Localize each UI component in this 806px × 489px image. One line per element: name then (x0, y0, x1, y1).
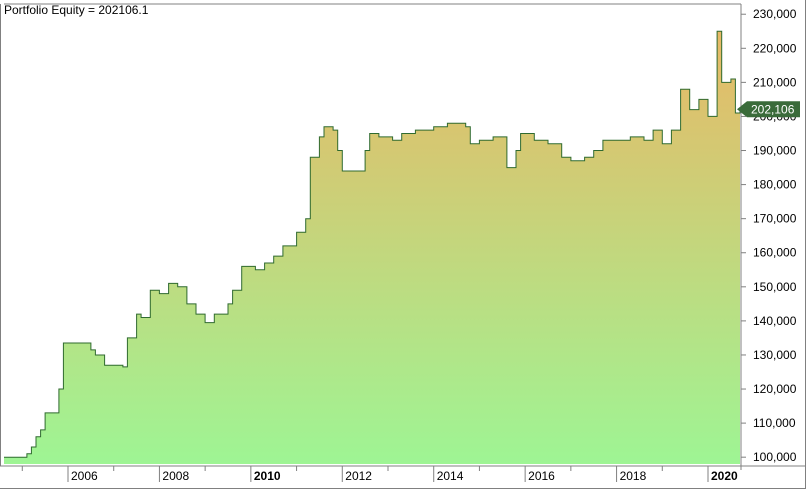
y-tick-label: 170,000 (753, 212, 797, 226)
y-tick-label: 130,000 (753, 348, 797, 362)
last-value-badge (737, 101, 800, 118)
x-tick-label: 2014 (437, 469, 464, 483)
y-tick-label: 140,000 (753, 314, 797, 328)
y-tick-label: 160,000 (753, 246, 797, 260)
equity-area-fill (4, 31, 740, 465)
y-tick-label: 100,000 (753, 450, 797, 464)
x-tick-label: 2020 (711, 469, 738, 483)
chart-title: Portfolio Equity = 202106.1 (4, 3, 149, 17)
y-tick-label: 150,000 (753, 280, 797, 294)
x-tick-label: 2008 (162, 469, 189, 483)
y-tick-label: 180,000 (753, 178, 797, 192)
equity-area-layer (4, 30, 741, 465)
y-tick-label: 220,000 (753, 41, 797, 55)
x-tick-label: 2006 (71, 469, 98, 483)
y-tick-label: 190,000 (753, 144, 797, 158)
x-tick-label: 2016 (528, 469, 555, 483)
equity-line (4, 30, 741, 458)
last-value-badge-layer: 202,106 (737, 101, 800, 118)
y-tick-label: 120,000 (753, 382, 797, 396)
last-value-label: 202,106 (751, 102, 795, 116)
x-tick-label: 2012 (345, 469, 372, 483)
x-tick-label: 2010 (254, 469, 281, 483)
y-tick-label: 210,000 (753, 75, 797, 89)
y-tick-label: 110,000 (753, 416, 796, 430)
x-tick-label: 2018 (620, 469, 647, 483)
y-tick-label: 230,000 (753, 7, 797, 21)
